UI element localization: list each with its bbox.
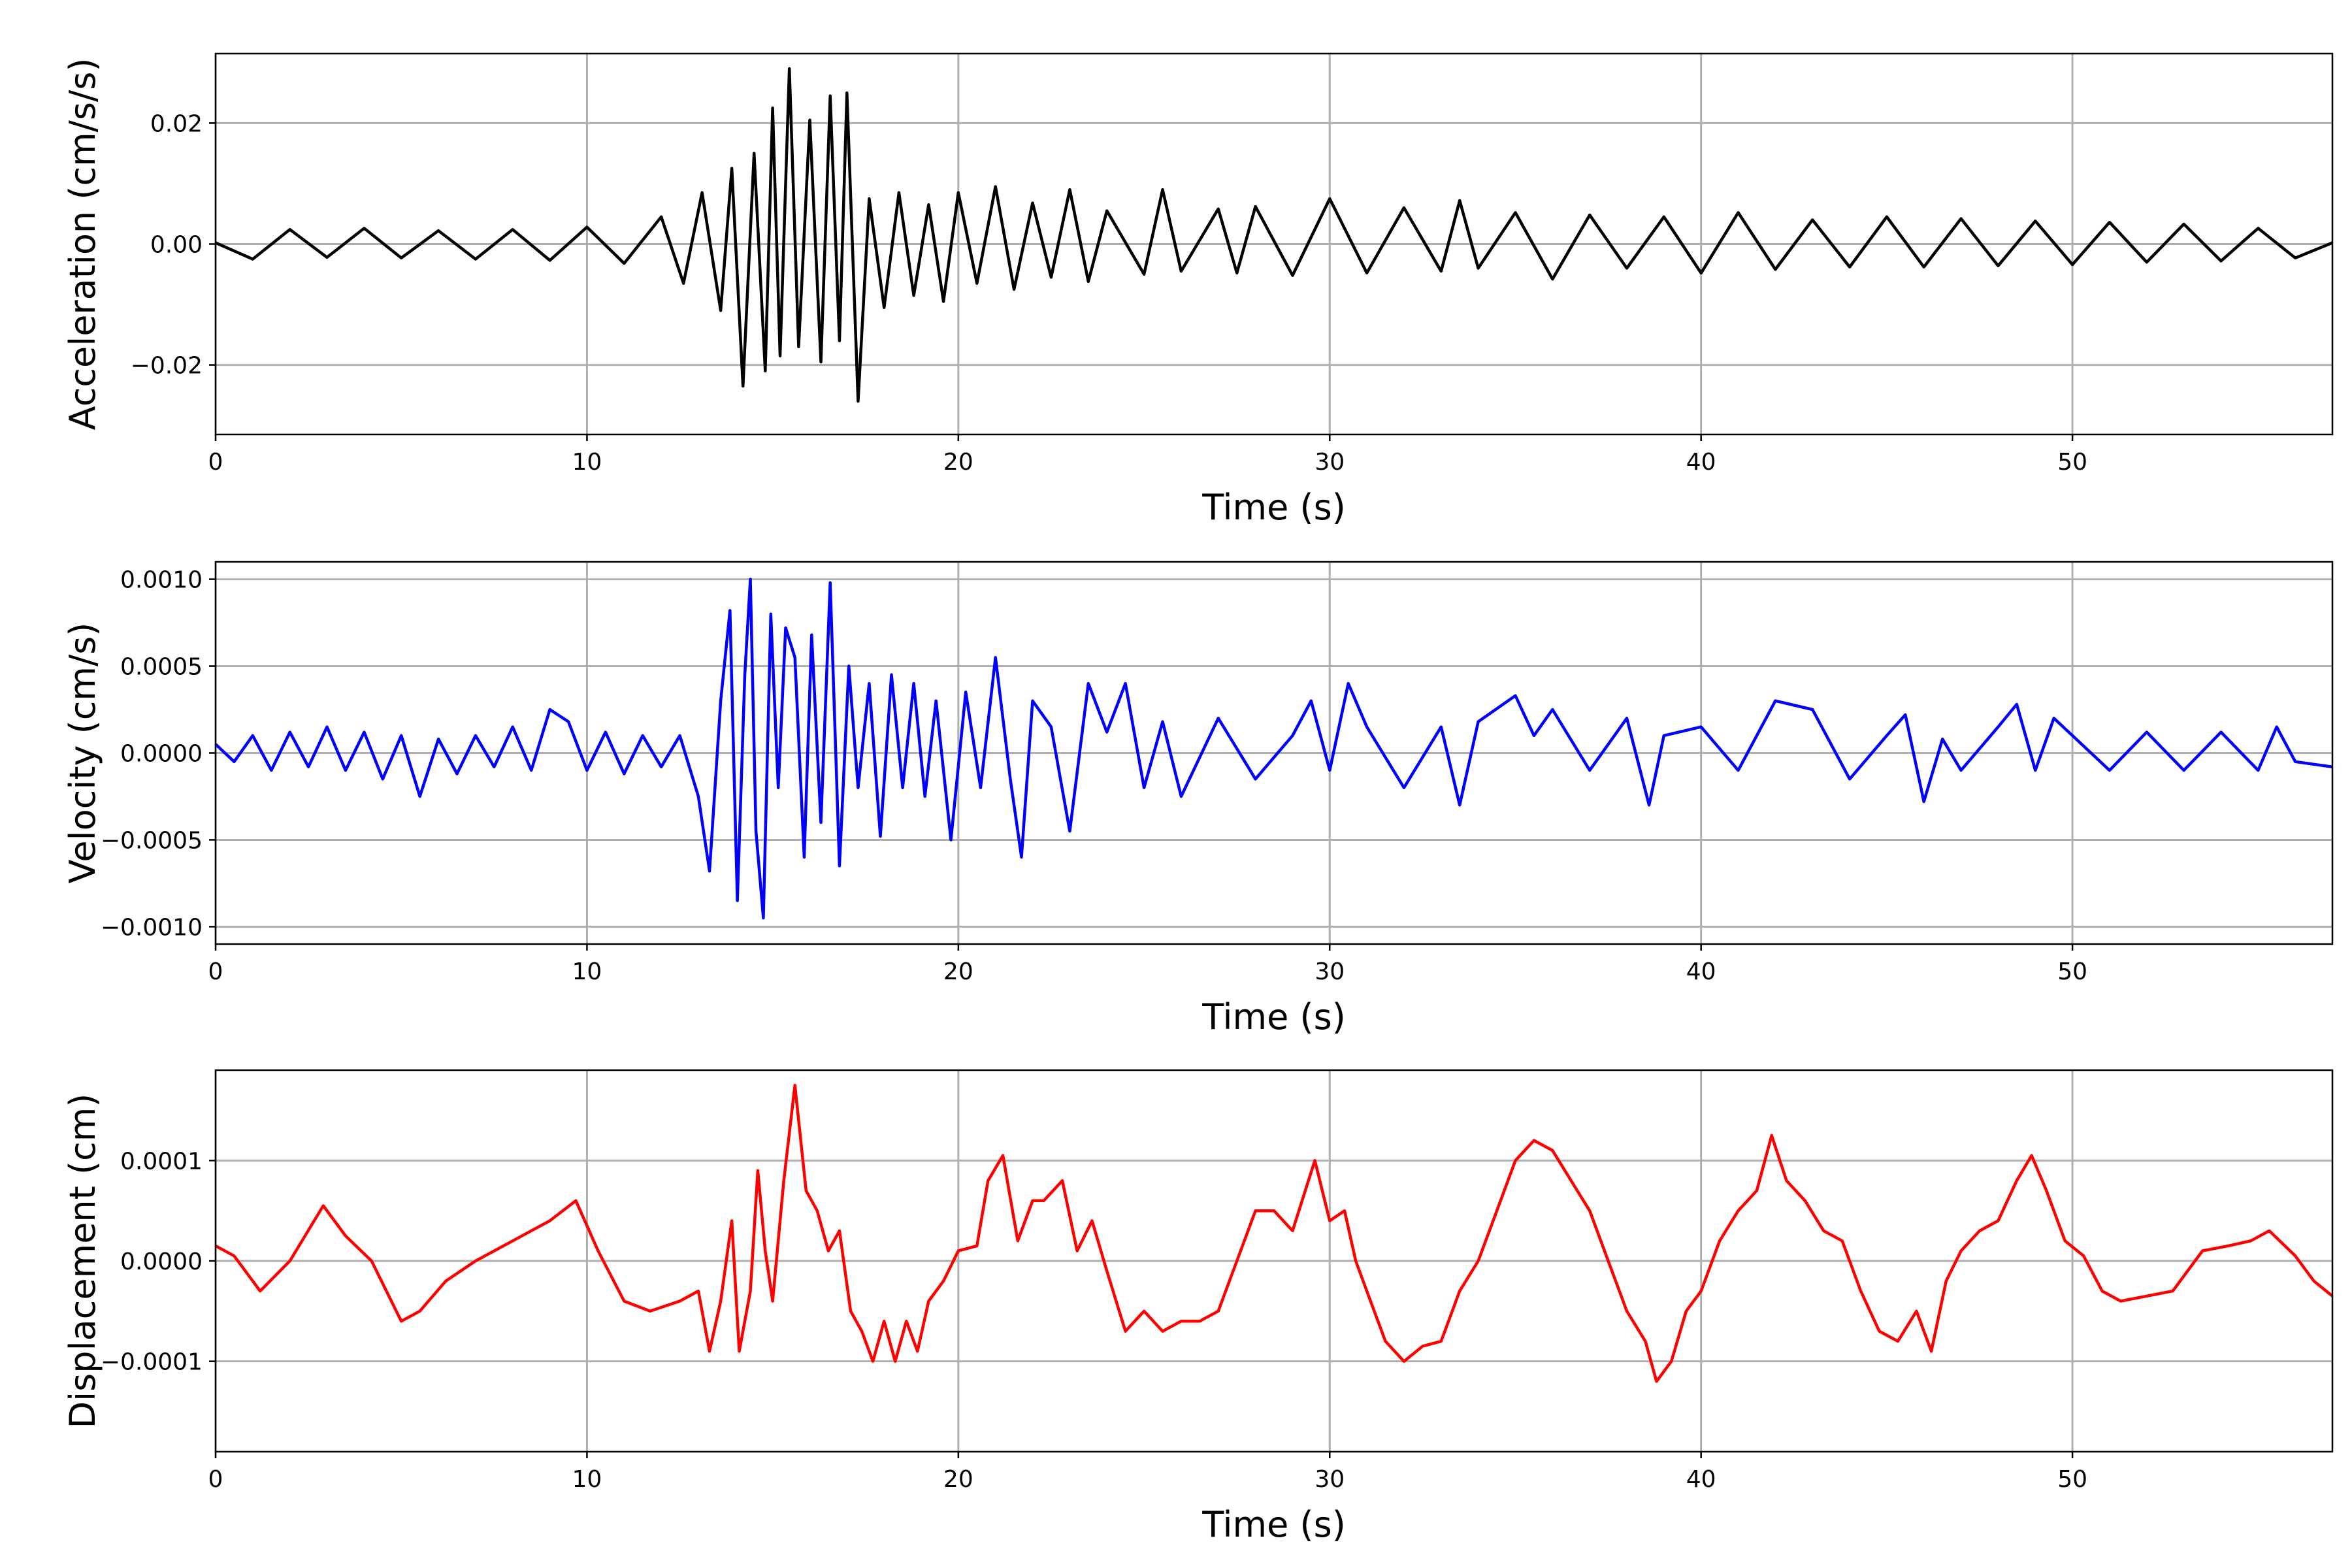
acceleration-x-tick-label: 40 [1686, 449, 1716, 476]
acceleration-x-ticks: 0 10 20 30 40 50 [208, 434, 2087, 476]
velocity-series-line [214, 578, 2333, 920]
velocity-y-tick-label: 0.0005 [120, 654, 203, 681]
velocity-x-tick-label: 0 [208, 958, 223, 985]
acceleration-y-tick-label: 0.02 [150, 110, 203, 137]
velocity-x-tick-label: 30 [1315, 958, 1345, 985]
velocity-x-ticks: 0 10 20 30 40 50 [208, 944, 2087, 985]
acceleration-y-axis-label: Acceleration (cm/s/s) [62, 58, 103, 431]
velocity-y-tick-label: 0.0000 [120, 741, 203, 768]
displacement-y-axis-label: Displacement (cm) [62, 1094, 103, 1429]
acceleration-y-tick-label: −0.02 [131, 353, 203, 380]
displacement-panel: 0 10 20 30 40 50 −0.0001 0.0000 0.0001 Time (s)… [62, 1069, 2334, 1545]
acceleration-y-ticks: −0.02 0.00 0.02 [131, 110, 216, 380]
displacement-x-tick-label: 10 [572, 1466, 602, 1493]
displacement-x-tick-label: 20 [943, 1466, 973, 1493]
displacement-x-ticks: 0 10 20 30 40 50 [208, 1452, 2087, 1493]
displacement-series-line [214, 1083, 2334, 1383]
displacement-x-tick-label: 0 [208, 1466, 223, 1493]
acceleration-y-tick-label: 0.00 [150, 232, 203, 259]
acceleration-series-layer [215, 67, 2333, 403]
acceleration-x-tick-label: 10 [572, 449, 602, 476]
displacement-y-tick-label: 0.0000 [120, 1249, 203, 1275]
velocity-y-axis-label: Velocity (cm/s) [62, 623, 103, 884]
displacement-series-layer [214, 1083, 2334, 1383]
displacement-y-ticks: −0.0001 0.0000 0.0001 [101, 1148, 216, 1376]
velocity-x-axis-label: Time (s) [1201, 996, 1346, 1037]
velocity-x-tick-label: 20 [943, 958, 973, 985]
acceleration-x-tick-label: 50 [2057, 449, 2087, 476]
displacement-y-tick-label: −0.0001 [101, 1349, 203, 1376]
acceleration-series-line [215, 67, 2333, 403]
velocity-x-tick-label: 40 [1686, 958, 1716, 985]
velocity-y-ticks: −0.0010 −0.0005 0.0000 0.0005 0.0010 [101, 567, 216, 941]
acceleration-x-tick-label: 30 [1315, 449, 1345, 476]
acceleration-panel: 0 10 20 30 40 50 −0.02 0.00 0.02 Time (s) Accel… [62, 52, 2334, 528]
velocity-x-tick-label: 10 [572, 958, 602, 985]
displacement-x-tick-label: 50 [2057, 1466, 2087, 1493]
acceleration-x-tick-label: 20 [943, 449, 973, 476]
displacement-x-tick-label: 40 [1686, 1466, 1716, 1493]
velocity-y-tick-label: −0.0010 [101, 914, 203, 941]
acceleration-x-axis-label: Time (s) [1201, 487, 1346, 528]
velocity-panel: 0 10 20 30 40 50 −0.0010 −0.0005 0.0000 0.0005 0.… [62, 561, 2334, 1037]
velocity-x-tick-label: 50 [2057, 958, 2087, 985]
velocity-y-tick-label: 0.0010 [120, 567, 203, 594]
velocity-y-tick-label: −0.0005 [101, 827, 203, 854]
displacement-y-tick-label: 0.0001 [120, 1148, 203, 1175]
displacement-x-axis-label: Time (s) [1201, 1504, 1346, 1545]
displacement-grid [214, 1070, 2332, 1452]
velocity-series-layer [214, 578, 2333, 920]
displacement-x-tick-label: 30 [1315, 1466, 1345, 1493]
velocity-grid [214, 562, 2332, 944]
acceleration-x-tick-label: 0 [208, 449, 223, 476]
